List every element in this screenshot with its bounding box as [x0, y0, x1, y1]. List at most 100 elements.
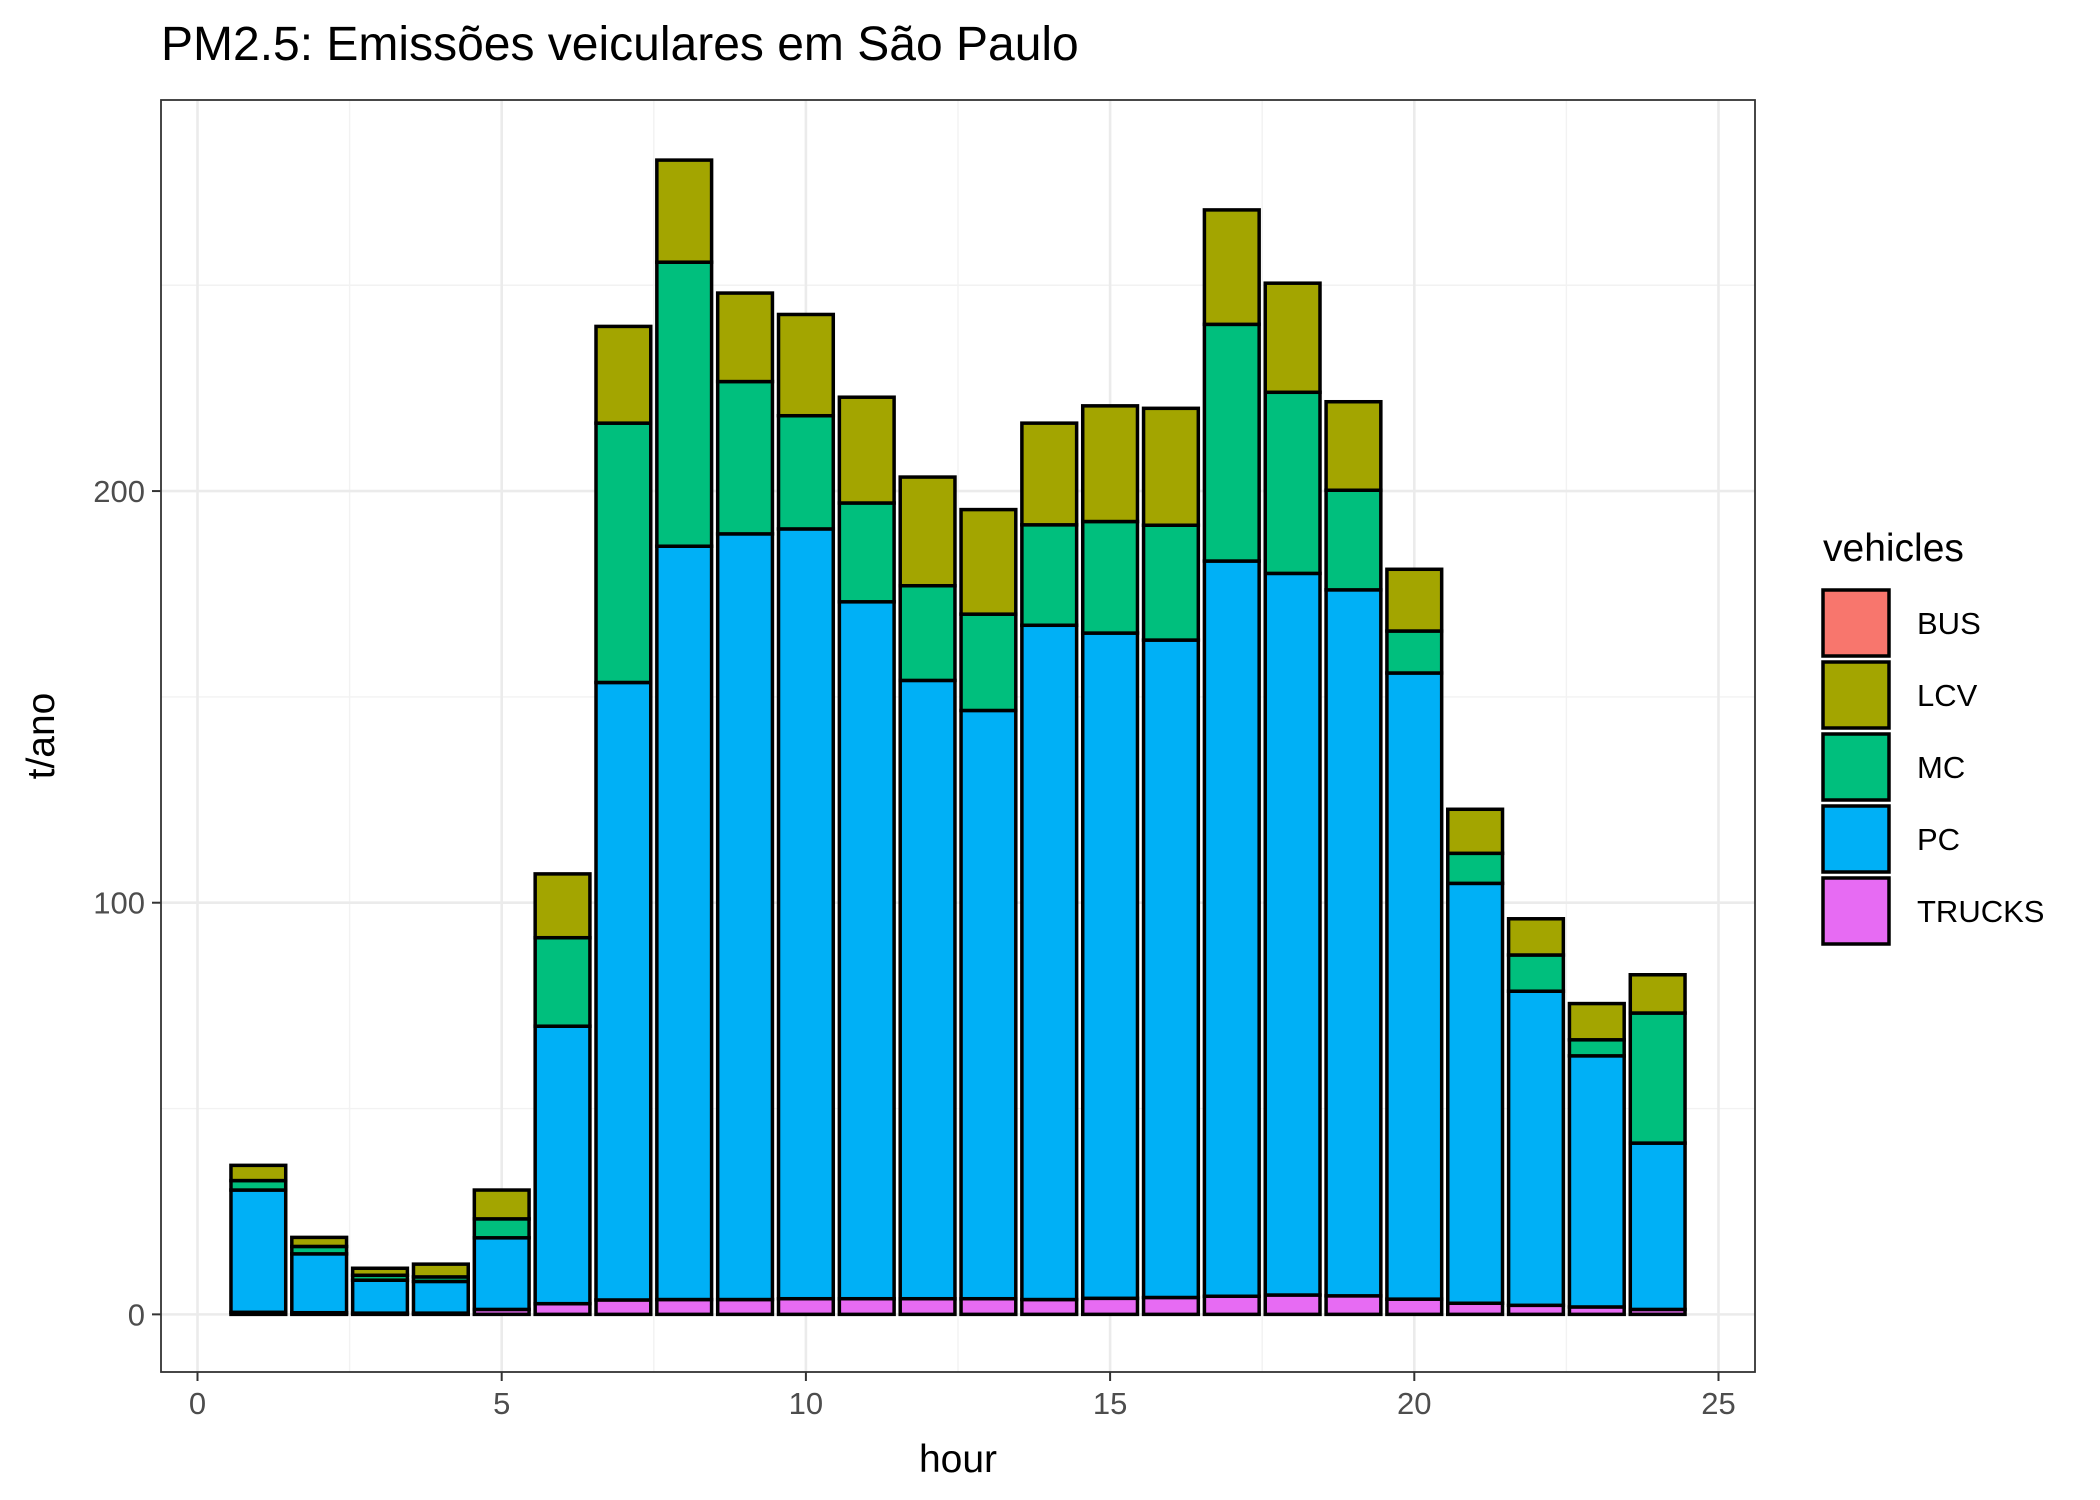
x-tick-label: 0	[189, 1386, 206, 1421]
bar-trucks-hour-20	[1385, 1297, 1444, 1317]
legend-key-mc	[1821, 732, 1891, 802]
y-axis: 0 100 200	[93, 474, 161, 1332]
bar-trucks-hour-8	[655, 1297, 714, 1317]
bar-trucks-hour-11	[837, 1296, 896, 1317]
bar-mc-hour-7	[594, 421, 653, 685]
bar-trucks-hour-10	[776, 1296, 836, 1317]
bar-pc-hour-2	[290, 1252, 349, 1315]
legend-items: BUS LCV MC PC TRUCKS	[1821, 588, 2044, 946]
bar-mc-hour-16	[1141, 523, 1201, 642]
bar-mc-hour-6	[533, 935, 592, 1028]
bar-trucks-hour-18	[1263, 1293, 1322, 1317]
bar-mc-hour-8	[655, 260, 714, 548]
bar-pc-hour-5	[472, 1236, 531, 1312]
bar-lcv-hour-10	[776, 312, 836, 418]
bar-mc-hour-9	[715, 379, 775, 536]
legend-key-pc	[1821, 804, 1891, 874]
legend-key-lcv	[1821, 660, 1891, 730]
bar-trucks-hour-9	[715, 1297, 775, 1317]
panel-border	[160, 99, 1756, 1373]
x-axis-title: hour	[919, 1438, 997, 1481]
bar-pc-hour-8	[655, 544, 714, 1302]
y-tick-label: 0	[128, 1297, 145, 1332]
bar-lcv-hour-23	[1567, 1001, 1626, 1042]
legend-label-mc: MC	[1917, 750, 1965, 785]
bar-pc-hour-17	[1202, 559, 1261, 1299]
bar-lcv-hour-19	[1324, 399, 1383, 492]
x-tick-label: 5	[493, 1386, 510, 1421]
bar-lcv-hour-15	[1080, 404, 1140, 524]
bar-trucks-hour-14	[1020, 1297, 1079, 1317]
bar-pc-hour-24	[1628, 1141, 1687, 1312]
chart-title: PM2.5: Emissões veiculares em São Paulo	[161, 18, 1079, 71]
legend-key-trucks	[1821, 876, 1891, 946]
bar-mc-hour-19	[1324, 488, 1383, 592]
x-tick-label: 25	[1701, 1386, 1735, 1421]
bar-pc-hour-11	[837, 600, 896, 1301]
x-tick-label: 15	[1093, 1386, 1127, 1421]
bar-trucks-hour-13	[959, 1296, 1018, 1317]
bar-trucks-hour-16	[1141, 1295, 1201, 1317]
legend: vehicles BUS LCV MC PC TRUCKS	[1821, 527, 2044, 946]
x-tick-label: 10	[789, 1386, 823, 1421]
bar-lcv-hour-7	[594, 324, 653, 425]
bar-mc-hour-5	[472, 1217, 531, 1240]
bar-lcv-hour-14	[1020, 421, 1079, 527]
bar-mc-hour-24	[1628, 1011, 1687, 1145]
bar-pc-hour-3	[350, 1278, 410, 1315]
bar-pc-hour-13	[959, 708, 1018, 1301]
bar-lcv-hour-13	[959, 507, 1018, 616]
bar-pc-hour-9	[715, 532, 775, 1302]
bar-pc-hour-7	[594, 680, 653, 1302]
bar-mc-hour-12	[898, 583, 957, 683]
bar-lcv-hour-18	[1263, 281, 1322, 395]
bar-mc-hour-11	[837, 501, 896, 604]
bar-lcv-hour-17	[1202, 208, 1261, 327]
bar-mc-hour-17	[1202, 322, 1261, 563]
bar-lcv-hour-2	[290, 1235, 349, 1249]
bar-mc-hour-20	[1385, 629, 1444, 675]
bar-lcv-hour-20	[1385, 567, 1444, 633]
bar-trucks-hour-7	[594, 1298, 653, 1317]
x-tick-label: 20	[1397, 1386, 1431, 1421]
bar-pc-hour-6	[533, 1024, 592, 1306]
bar-trucks-hour-12	[898, 1296, 957, 1317]
bar-mc-hour-15	[1080, 519, 1140, 635]
bar-lcv-hour-12	[898, 475, 957, 588]
bar-lcv-hour-1	[229, 1163, 288, 1183]
legend-label-trucks: TRUCKS	[1917, 894, 2044, 929]
bar-mc-hour-22	[1506, 953, 1566, 993]
bar-pc-hour-10	[776, 527, 836, 1301]
bar-mc-hour-13	[959, 612, 1018, 713]
bar-lcv-hour-8	[655, 158, 714, 264]
bar-pc-hour-23	[1567, 1054, 1626, 1309]
bar-lcv-hour-24	[1628, 973, 1687, 1015]
y-axis-title: t/ano	[20, 693, 63, 780]
bar-lcv-hour-11	[837, 395, 896, 505]
bars	[229, 158, 1687, 1317]
y-tick-label: 100	[93, 886, 145, 921]
bar-pc-hour-19	[1324, 588, 1383, 1298]
bar-trucks-hour-19	[1324, 1294, 1383, 1317]
bar-lcv-hour-9	[715, 291, 775, 384]
legend-label-pc: PC	[1917, 822, 1960, 857]
bar-mc-hour-23	[1567, 1038, 1626, 1058]
bar-pc-hour-16	[1141, 638, 1201, 1300]
bar-mc-hour-10	[776, 413, 836, 531]
legend-label-bus: BUS	[1917, 606, 1981, 641]
bar-pc-hour-14	[1020, 623, 1079, 1302]
bar-lcv-hour-22	[1506, 917, 1566, 957]
bar-lcv-hour-3	[350, 1266, 410, 1278]
legend-key-bus	[1821, 588, 1891, 658]
bar-pc-hour-22	[1506, 989, 1566, 1308]
bar-mc-hour-21	[1446, 851, 1505, 886]
bar-pc-hour-12	[898, 678, 957, 1301]
bar-pc-hour-21	[1446, 881, 1505, 1306]
bar-pc-hour-20	[1385, 671, 1444, 1301]
plot-panel	[160, 99, 1756, 1373]
bar-lcv-hour-21	[1446, 807, 1505, 856]
legend-label-lcv: LCV	[1917, 678, 1978, 713]
legend-title: vehicles	[1823, 527, 1964, 570]
bar-lcv-hour-4	[411, 1262, 470, 1279]
